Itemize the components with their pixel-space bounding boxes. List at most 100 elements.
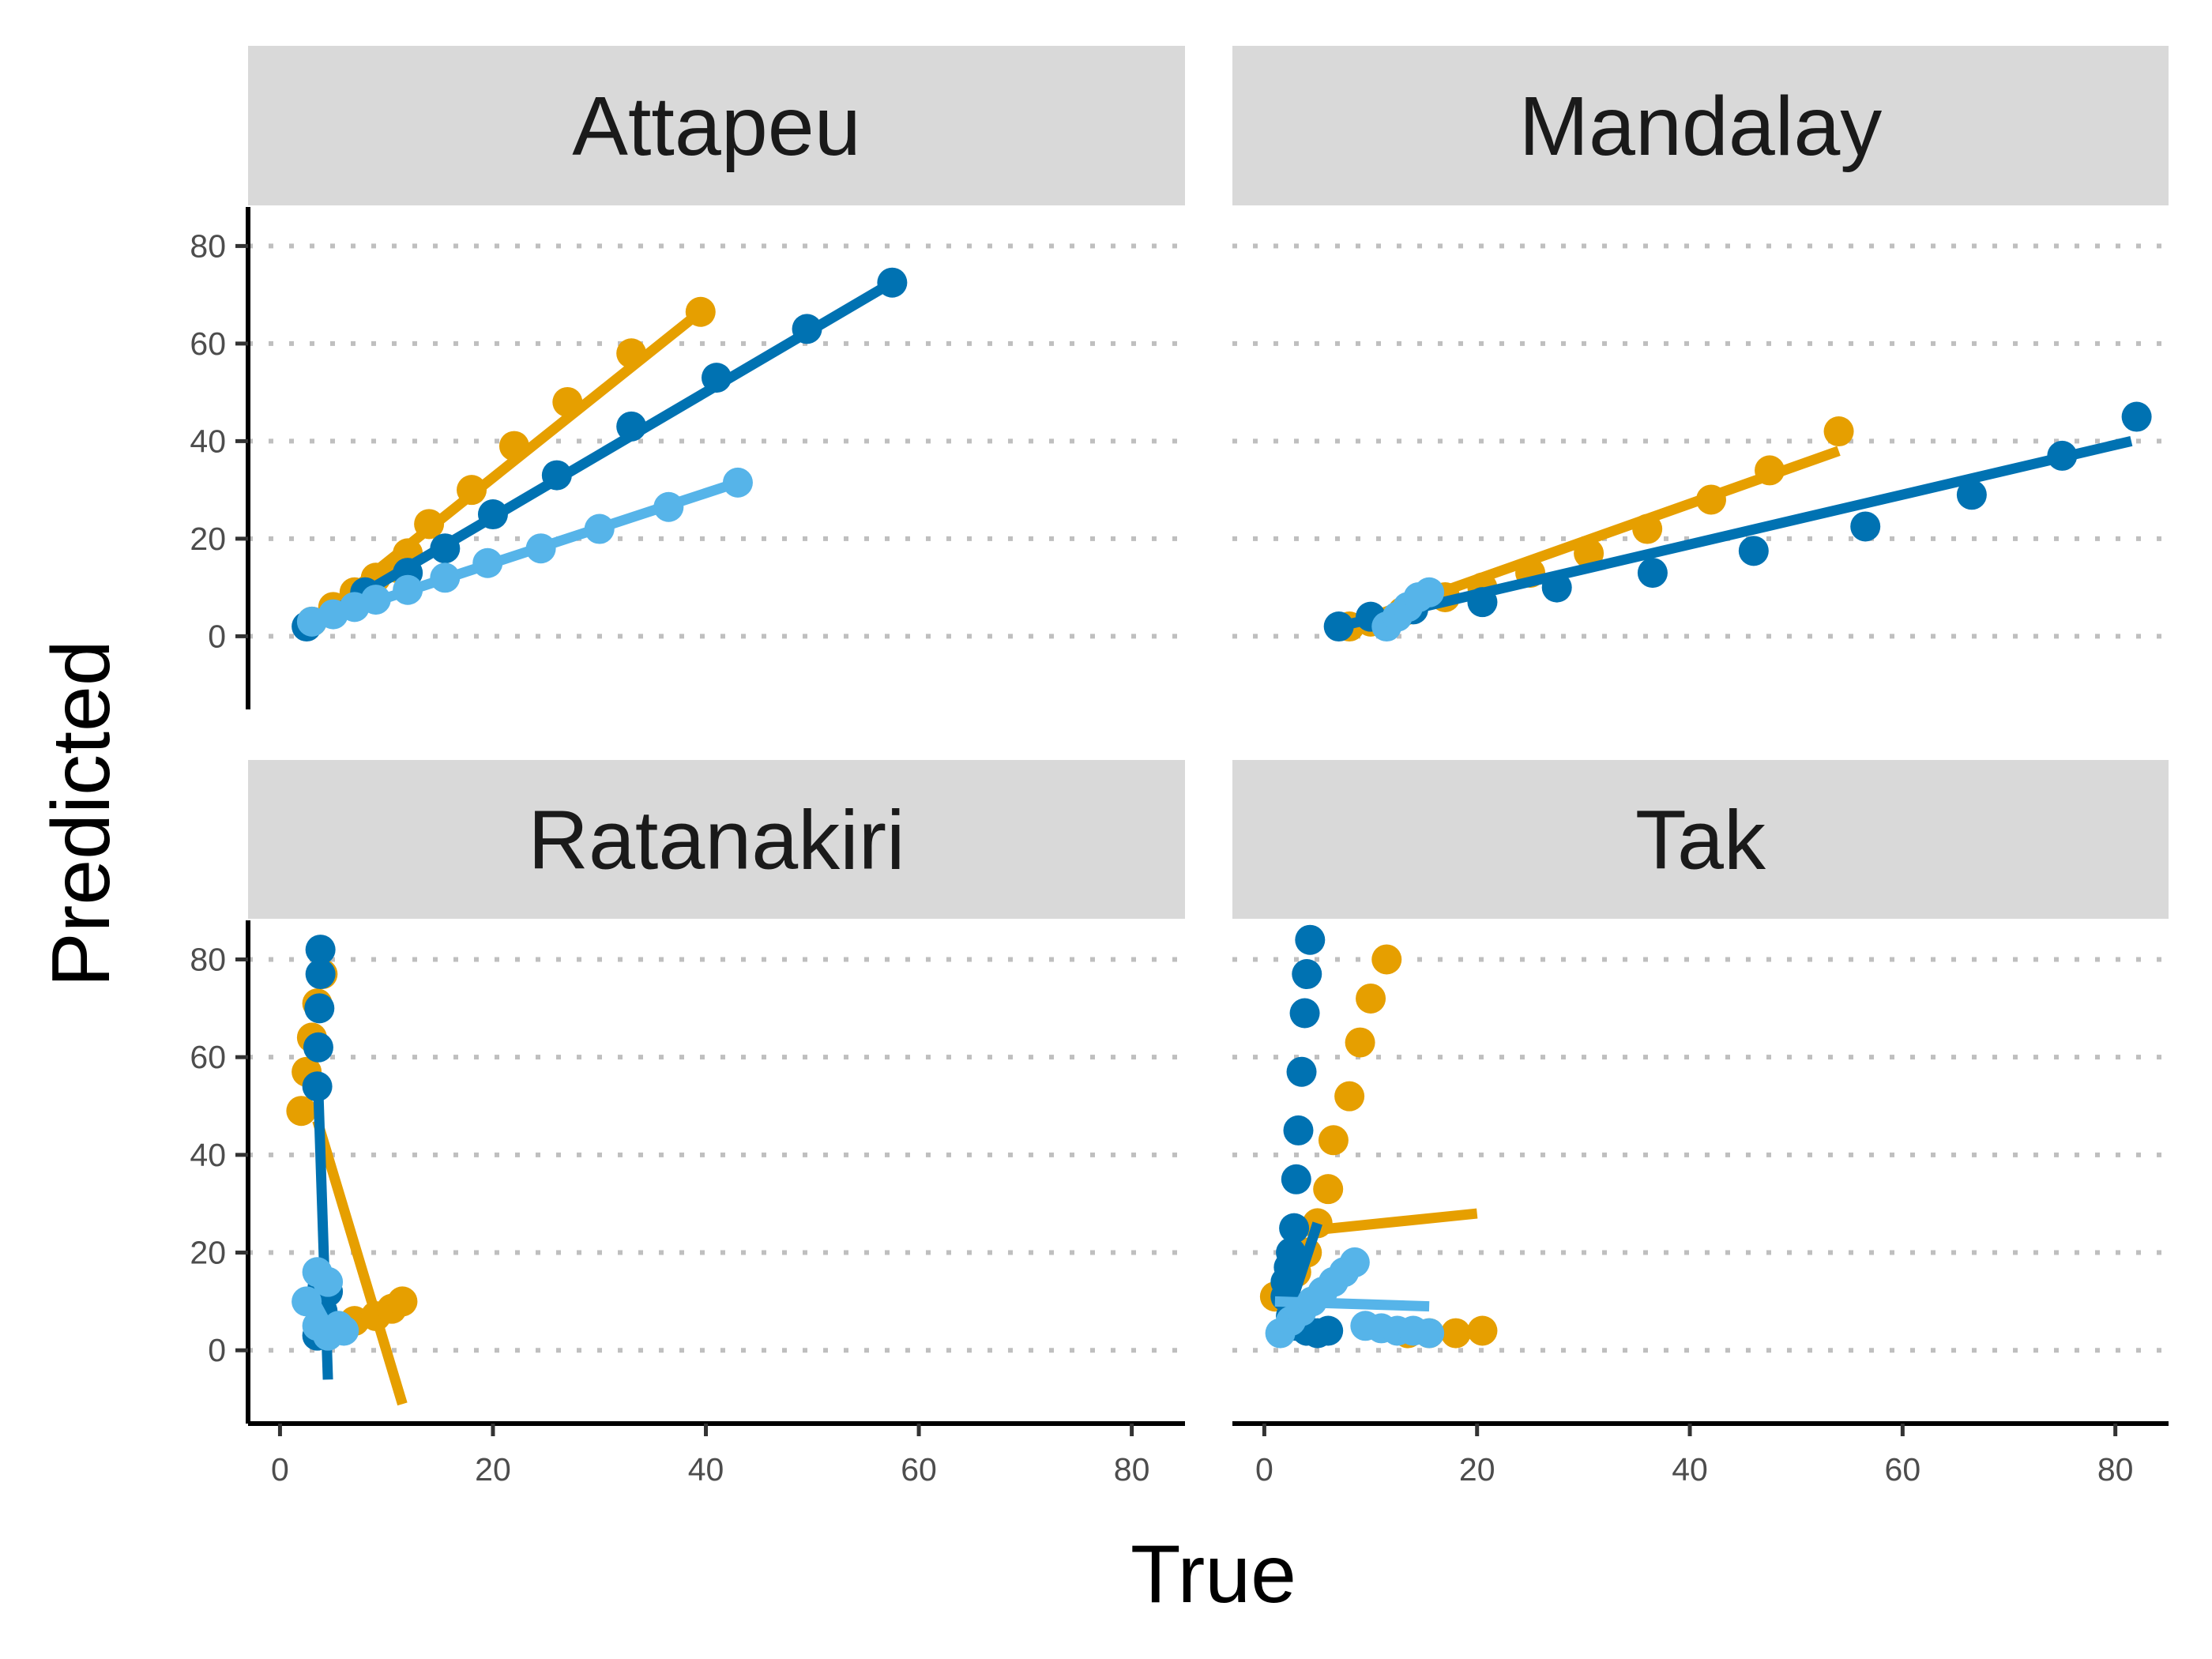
series-3 (1371, 577, 1445, 642)
data-point (2047, 440, 2078, 471)
facet-strip (1232, 46, 2169, 205)
data-point (1286, 1056, 1317, 1087)
data-point (305, 935, 336, 965)
data-point (1334, 1081, 1365, 1112)
data-point (1414, 577, 1445, 608)
x-tick-label: 40 (1672, 1451, 1708, 1488)
data-point (1574, 538, 1604, 569)
data-point (1279, 1213, 1310, 1243)
y-tick-label: 60 (190, 325, 226, 362)
facet-strip (1232, 760, 2169, 919)
data-point (1356, 983, 1386, 1014)
x-tick-label: 80 (1114, 1451, 1150, 1488)
data-point (616, 338, 647, 369)
y-tick-label: 40 (190, 1137, 226, 1173)
data-point (303, 1032, 333, 1063)
data-point (1738, 536, 1769, 566)
data-point (1313, 1315, 1344, 1346)
x-tick-label: 60 (1885, 1451, 1921, 1488)
facet-panel-attapeu: Attapeu 0 20 40 60 80 (190, 46, 1185, 709)
data-point (1339, 1247, 1370, 1277)
data-point (653, 491, 684, 522)
data-point (360, 585, 391, 615)
data-point (525, 533, 556, 564)
data-point (2121, 401, 2152, 432)
facet-panel-ratanakiri: Ratanakiri 0 20 40 60 80 0 20 40 60 80 (190, 760, 1185, 1488)
data-point (1292, 959, 1322, 990)
y-tick-label: 20 (190, 1235, 226, 1271)
data-point (792, 314, 822, 344)
data-point (1755, 455, 1785, 486)
data-point (1632, 514, 1663, 544)
x-tick-label: 0 (1255, 1451, 1273, 1488)
data-point (302, 1311, 333, 1341)
x-tick-label: 20 (475, 1451, 511, 1488)
data-point (552, 386, 583, 417)
y-tick-label: 80 (190, 941, 226, 977)
y-tick-label: 0 (208, 618, 226, 654)
data-point (1467, 1315, 1498, 1346)
data-point (305, 959, 336, 990)
data-point (1414, 1318, 1445, 1349)
data-point (1318, 1125, 1349, 1156)
y-tick-label: 20 (190, 521, 226, 557)
data-point (1371, 944, 1402, 975)
data-point (1313, 1174, 1344, 1205)
data-point (1345, 1027, 1375, 1058)
data-point (1289, 998, 1320, 1029)
series-3 (1265, 1247, 1445, 1349)
y-tick-label: 60 (190, 1039, 226, 1075)
data-point (1323, 611, 1354, 642)
data-point (541, 460, 572, 491)
data-point (685, 296, 716, 327)
data-point (387, 1286, 418, 1317)
facet-panel-mandalay: Mandalay (1232, 46, 2169, 642)
y-axis-title: Predicted (36, 640, 127, 987)
data-point (472, 547, 503, 578)
data-point (286, 1096, 317, 1127)
data-point (414, 509, 445, 540)
data-point (1541, 572, 1572, 603)
series-3 (296, 467, 753, 637)
data-point (292, 1286, 322, 1317)
data-point (304, 993, 335, 1024)
x-axis-title: True (1130, 1529, 1296, 1620)
series-3 (292, 1257, 359, 1351)
data-point (1823, 416, 1854, 447)
data-point (1283, 1115, 1314, 1146)
data-point (616, 411, 647, 442)
data-point (1295, 924, 1326, 955)
data-point (1850, 511, 1881, 542)
data-point (1695, 484, 1726, 515)
fit-line (312, 1119, 408, 1406)
data-point (877, 267, 908, 298)
data-point (584, 514, 615, 544)
x-tick-label: 80 (2097, 1451, 2134, 1488)
facet-panels: Attapeu 0 20 40 60 80 Mandalay Ratanakiri 0 20 40 6… (190, 46, 2169, 1488)
facet-strip-label: Mandalay (1519, 80, 1883, 173)
x-tick-label: 40 (688, 1451, 724, 1488)
data-point (1467, 587, 1498, 618)
data-point (498, 431, 529, 461)
data-point (1281, 1164, 1311, 1194)
data-point (313, 1266, 344, 1297)
data-point (1956, 480, 1987, 510)
data-point (430, 562, 461, 593)
x-tick-label: 60 (901, 1451, 937, 1488)
data-point (430, 533, 461, 564)
data-point (1440, 1318, 1471, 1349)
data-point (302, 1071, 333, 1102)
data-point (457, 475, 487, 506)
y-tick-label: 80 (190, 228, 226, 264)
data-point (393, 574, 423, 605)
facet-strip (248, 46, 1185, 205)
x-tick-label: 20 (1459, 1451, 1495, 1488)
y-tick-label: 0 (208, 1332, 226, 1368)
facet-strip-label: Ratanakiri (528, 794, 905, 887)
data-point (702, 363, 732, 393)
facet-panel-tak: Tak 0 20 40 60 80 (1232, 760, 2169, 1488)
data-point (722, 467, 753, 498)
facet-strip-label: Tak (1635, 794, 1766, 887)
x-tick-label: 0 (271, 1451, 289, 1488)
